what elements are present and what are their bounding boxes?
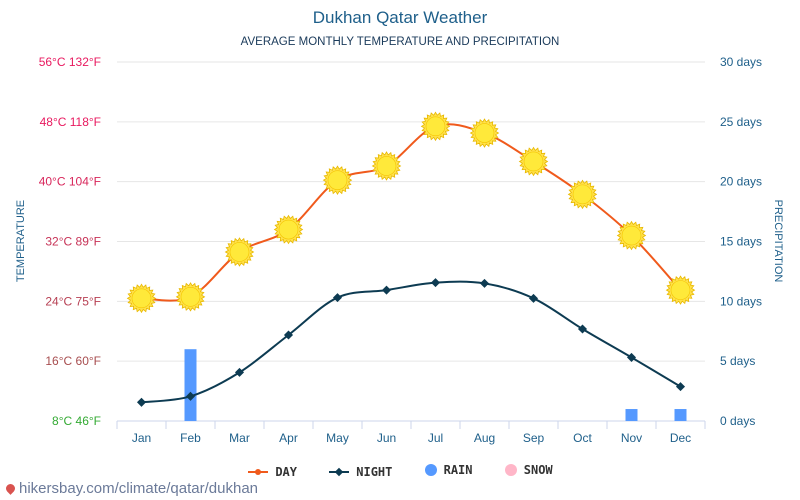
sun-point <box>474 123 495 143</box>
circle-icon <box>424 464 437 476</box>
night-series-line <box>141 280 682 404</box>
night-point <box>185 391 196 401</box>
sun-point <box>621 225 642 246</box>
y-left-tick-label: 8°C 46°F <box>52 414 101 428</box>
y-right-tick-label: 0 days <box>720 414 755 428</box>
legend-label-night: NIGHT <box>356 465 393 479</box>
y-right-tick-label: 10 days <box>720 294 762 308</box>
x-tick-label: Feb <box>180 431 201 445</box>
sun-point <box>523 151 544 172</box>
x-tick-label: Jan <box>132 431 151 445</box>
legend-label-snow: SNOW <box>523 463 553 477</box>
y-right-tick-label: 15 days <box>720 235 762 249</box>
x-tick-label: May <box>326 431 349 445</box>
legend-item-snow[interactable]: SNOW <box>504 463 553 477</box>
night-point <box>234 367 245 377</box>
y-left-axis-title: TEMPERATURE <box>15 200 27 282</box>
sun-point <box>229 242 250 262</box>
sun-point <box>572 184 593 205</box>
y-right-tick-label: 20 days <box>720 175 762 189</box>
day-series-line <box>141 123 682 302</box>
weather-chart: 8°C 46°F 16°C 60°F 24°C 75°F 32°C 89°F 40°C … <box>15 55 784 445</box>
night-point <box>136 397 147 407</box>
y-right-axis-title: PRECIPITATION <box>772 200 784 283</box>
circle-icon <box>504 464 517 476</box>
legend-label-day: DAY <box>275 465 298 479</box>
chart-subtitle: AVERAGE MONTHLY TEMPERATURE AND PRECIPIT… <box>240 36 560 48</box>
source-text: hikersbay.com/climate/qatar/dukhan <box>19 480 259 497</box>
night-point <box>675 382 686 392</box>
source-link[interactable]: hikersbay.com/climate/qatar/dukhan <box>4 480 258 497</box>
map-pin-icon <box>4 482 17 495</box>
y-right-tick-label: 25 days <box>720 115 762 129</box>
line-dot-icon <box>248 469 269 475</box>
sun-point <box>376 156 397 176</box>
sun-point <box>131 288 152 309</box>
y-right-tick-label: 5 days <box>720 354 755 368</box>
x-tick-label: Jun <box>377 431 396 445</box>
rain-bar <box>674 409 687 421</box>
x-tick-label: Dec <box>670 431 691 445</box>
night-point <box>626 352 637 362</box>
legend-item-day[interactable]: DAY <box>247 465 297 479</box>
line-diamond-icon <box>329 467 350 477</box>
night-point <box>479 278 490 288</box>
y-left-tick-label: 32°C 89°F <box>45 235 101 249</box>
night-point <box>430 278 441 288</box>
x-tick-label: Oct <box>573 431 592 445</box>
x-tick-label: Mar <box>229 431 250 445</box>
legend-item-night[interactable]: NIGHT <box>328 465 392 479</box>
y-left-tick-label: 48°C 118°F <box>40 115 101 129</box>
x-tick-label: Apr <box>279 431 298 445</box>
night-point <box>381 285 392 295</box>
rain-bar <box>625 409 638 421</box>
x-tick-label: Aug <box>474 431 495 445</box>
sun-point <box>425 116 446 137</box>
x-tick-label: Nov <box>621 431 642 445</box>
night-point <box>577 324 588 334</box>
y-left-tick-label: 16°C 60°F <box>45 354 101 368</box>
y-left-tick-label: 56°C 132°F <box>39 55 101 69</box>
legend-item-rain[interactable]: RAIN <box>424 463 473 477</box>
sun-point <box>278 219 299 240</box>
legend: DAY NIGHT RAIN SNOW <box>0 463 800 480</box>
sun-point <box>670 280 691 300</box>
y-left-tick-label: 24°C 75°F <box>45 294 101 308</box>
sun-point <box>180 287 201 307</box>
legend-label-rain: RAIN <box>443 463 473 477</box>
rain-bar <box>184 349 197 421</box>
y-right-tick-label: 30 days <box>720 55 762 69</box>
y-left-tick-label: 40°C 104°F <box>39 175 101 189</box>
night-point <box>332 293 343 303</box>
x-tick-label: Sep <box>523 431 545 445</box>
sun-point <box>327 170 348 190</box>
x-tick-label: Jul <box>428 431 443 445</box>
chart-title: Dukhan Qatar Weather <box>312 8 488 27</box>
